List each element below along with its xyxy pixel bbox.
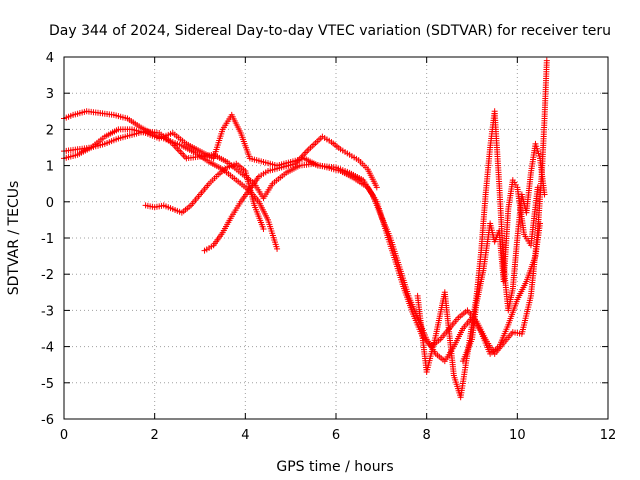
x-tick-label: 2 [151, 428, 159, 443]
data-points [61, 57, 550, 401]
y-tick-label: -6 [41, 413, 54, 428]
x-tick-label: 4 [241, 428, 249, 443]
y-tick-label: -4 [41, 341, 54, 356]
data-marker [543, 57, 550, 64]
x-tick-label: 12 [600, 428, 617, 443]
x-axis-label: GPS time / hours [276, 459, 393, 475]
y-axis-label: SDTVAR / TECUs [6, 181, 22, 296]
x-tick-label: 6 [332, 428, 340, 443]
x-tick-label: 8 [423, 428, 431, 443]
chart-title: Day 344 of 2024, Sidereal Day-to-day VTE… [49, 23, 611, 39]
y-tick-label: 1 [46, 160, 54, 175]
y-tick-label: 2 [46, 123, 54, 138]
y-tick-label: 3 [46, 87, 54, 102]
data-marker [274, 245, 281, 252]
series-track-e [201, 133, 380, 254]
series-track-d [142, 160, 267, 232]
data-marker [534, 184, 541, 191]
data-marker [260, 225, 267, 232]
data-marker [541, 191, 548, 198]
series-track-b [61, 111, 543, 365]
y-tick-label: -1 [41, 232, 54, 247]
y-tick-label: 4 [46, 51, 54, 66]
x-tick-label: 10 [509, 428, 526, 443]
x-tick-label: 0 [60, 428, 68, 443]
data-marker [373, 184, 380, 191]
series-track-g [459, 177, 541, 365]
y-tick-label: -2 [41, 268, 54, 283]
y-tick-label: -5 [41, 377, 54, 392]
y-tick-label: 0 [46, 196, 54, 211]
y-tick-label: -3 [41, 304, 54, 319]
